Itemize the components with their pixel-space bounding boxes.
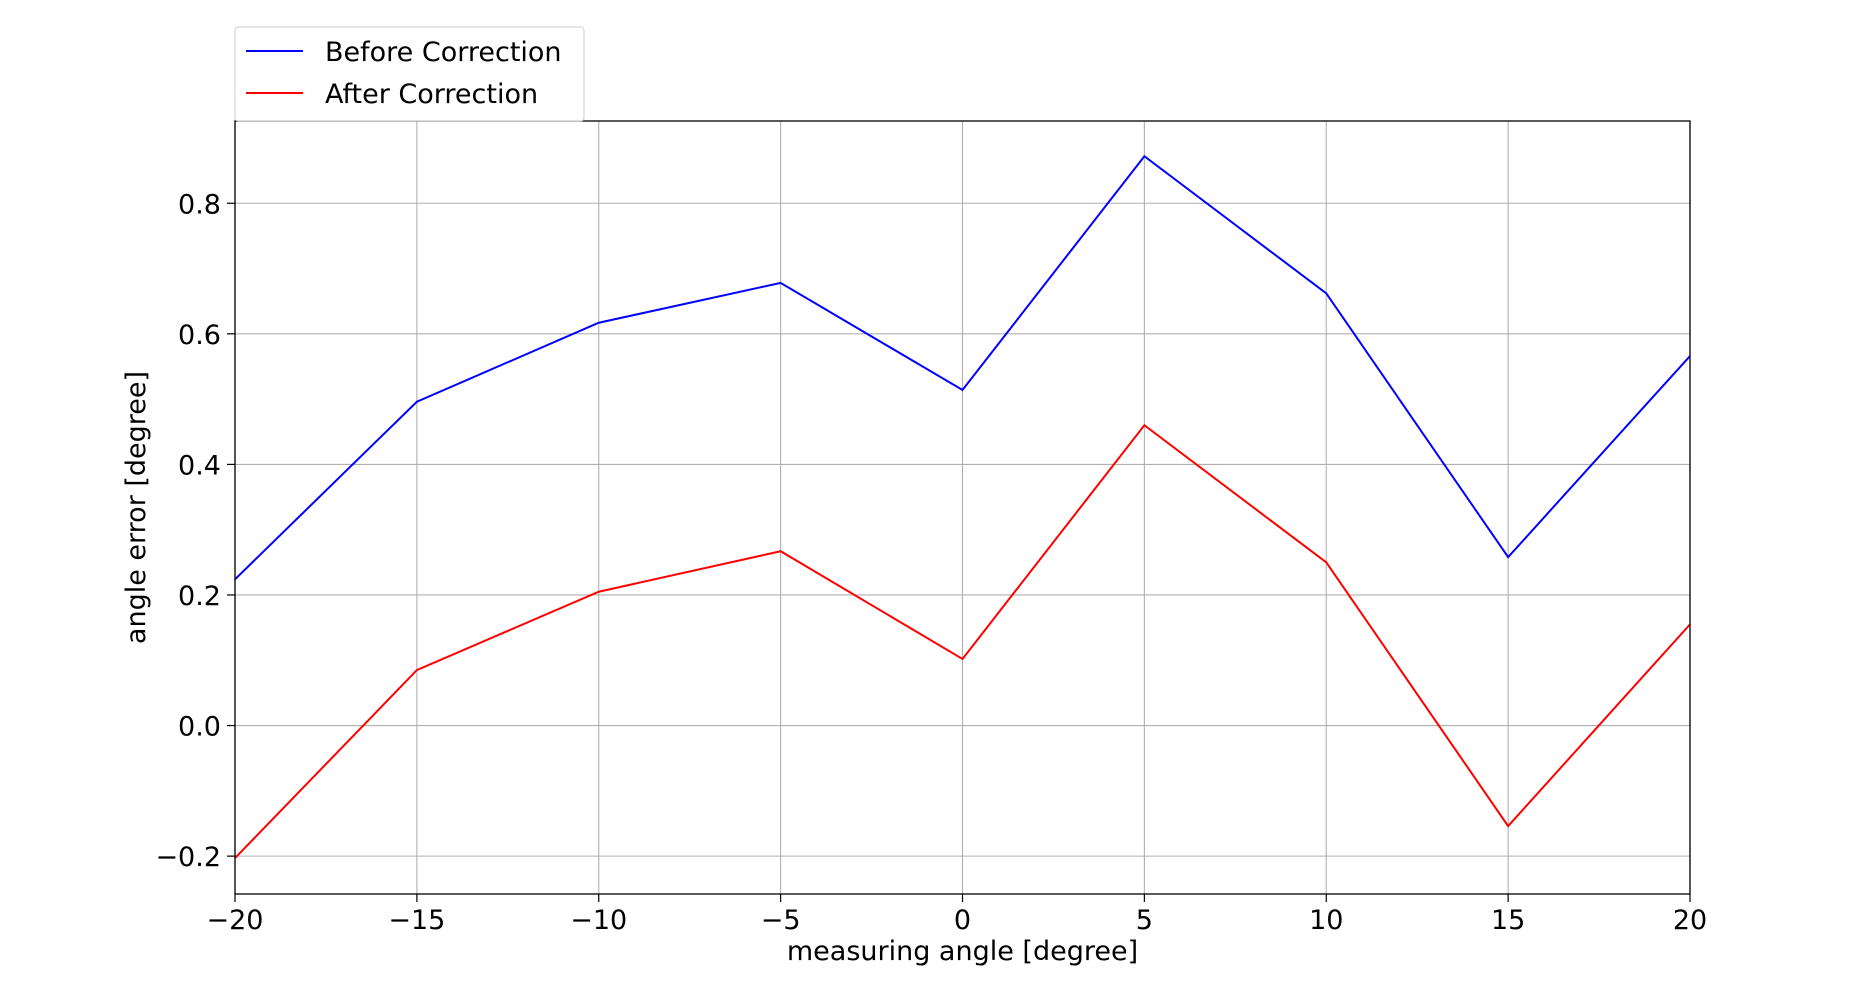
y-axis-ticks: −0.2 0.0 0.2 0.4 0.6 0.8 bbox=[155, 189, 235, 873]
grid bbox=[234, 121, 1691, 894]
series-line-1 bbox=[234, 423, 1691, 859]
y-tick-label: 0.2 bbox=[178, 581, 221, 612]
series-line-0 bbox=[234, 154, 1691, 581]
y-axis-title: angle error [degree] bbox=[121, 371, 152, 644]
legend-box bbox=[234, 26, 585, 122]
x-axis-title: measuring angle [degree] bbox=[787, 936, 1138, 967]
y-tick-label: 0.8 bbox=[178, 189, 221, 220]
x-tick-label: 15 bbox=[1491, 905, 1525, 936]
x-tick-label: −5 bbox=[761, 905, 801, 936]
x-axis-ticks: −20 −15 −10 −5 0 5 10 15 20 bbox=[207, 894, 1707, 936]
y-tick-label: −0.2 bbox=[155, 842, 221, 873]
x-tick-label: 0 bbox=[954, 905, 971, 936]
y-tick-label: 0.4 bbox=[178, 450, 221, 481]
x-tick-label: 5 bbox=[1136, 905, 1153, 936]
x-tick-label: 10 bbox=[1309, 905, 1343, 936]
y-tick-label: 0.0 bbox=[178, 712, 221, 743]
x-tick-label: −15 bbox=[388, 905, 445, 936]
legend-label-0: Before Correction bbox=[325, 37, 562, 68]
legend: Before Correction After Correction bbox=[234, 26, 585, 122]
x-tick-label: 20 bbox=[1673, 905, 1707, 936]
x-tick-label: −10 bbox=[570, 905, 627, 936]
x-tick-label: −20 bbox=[207, 905, 264, 936]
series-lines bbox=[234, 154, 1691, 859]
y-tick-label: 0.6 bbox=[178, 320, 221, 351]
legend-label-1: After Correction bbox=[325, 79, 538, 110]
